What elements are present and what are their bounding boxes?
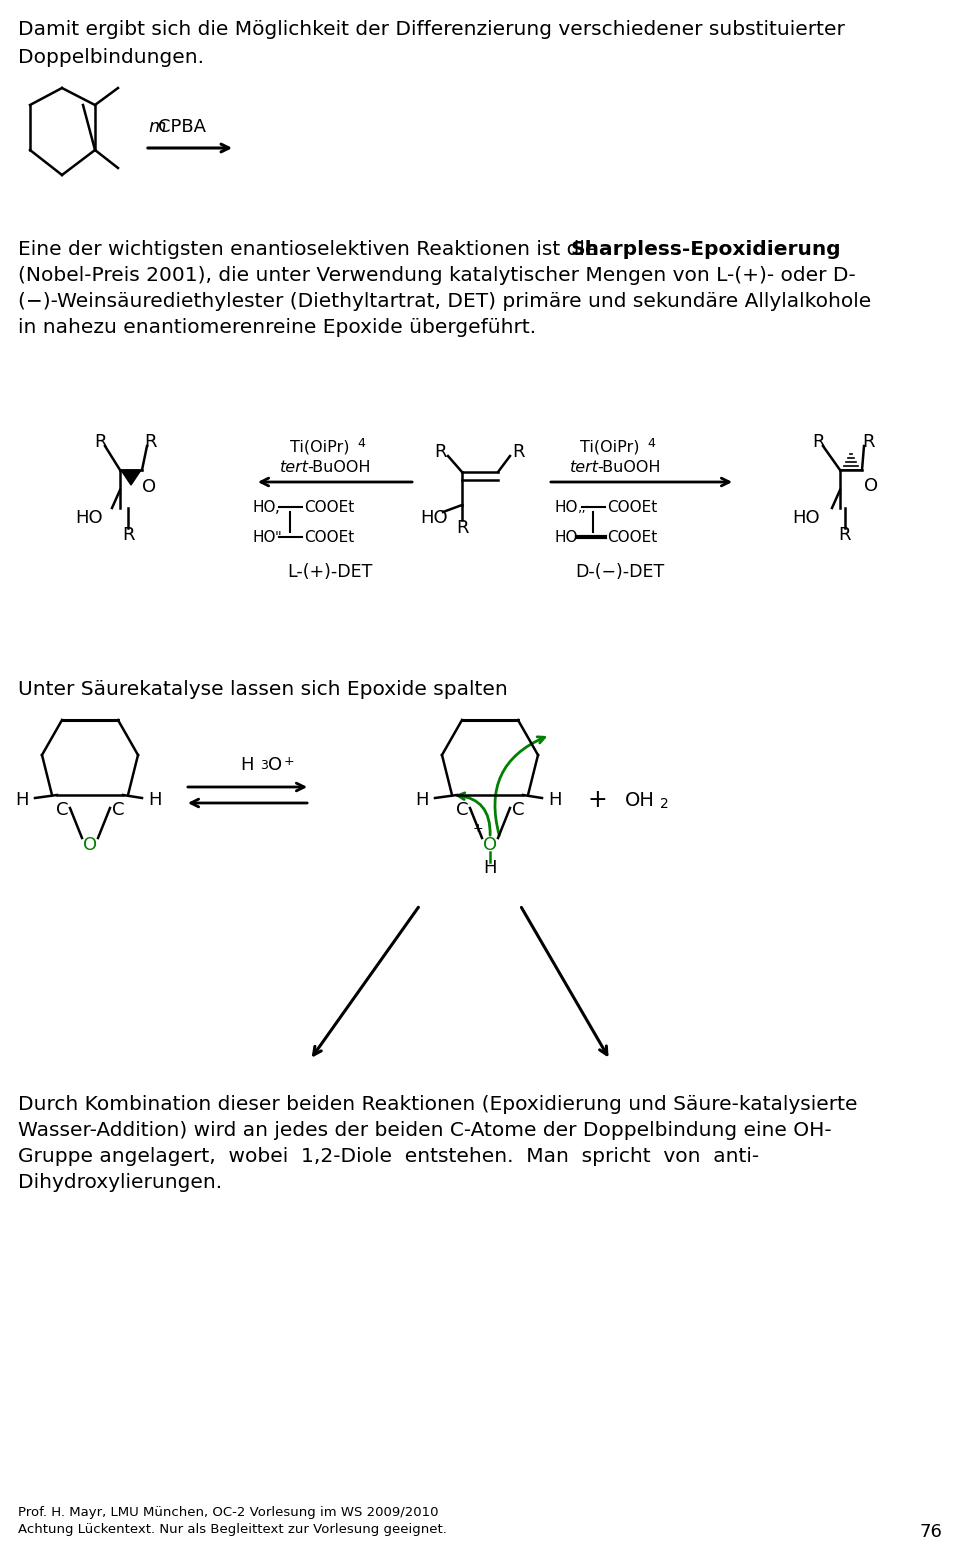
Text: Damit ergibt sich die Möglichkeit der Differenzierung verschiedener substituiert: Damit ergibt sich die Möglichkeit der Di…: [18, 20, 845, 39]
Text: Ti(OiPr): Ti(OiPr): [580, 439, 639, 455]
Text: C: C: [56, 801, 68, 818]
Text: Ti(OiPr): Ti(OiPr): [290, 439, 349, 455]
Text: C: C: [111, 801, 124, 818]
Text: COOEt: COOEt: [607, 499, 658, 515]
Text: CPBA: CPBA: [158, 119, 206, 136]
Text: Unter Säurekatalyse lassen sich Epoxide spalten: Unter Säurekatalyse lassen sich Epoxide …: [18, 680, 508, 700]
Text: H: H: [15, 791, 29, 809]
Text: HO: HO: [252, 499, 276, 515]
Text: Prof. H. Mayr, LMU München, OC-2 Vorlesung im WS 2009/2010: Prof. H. Mayr, LMU München, OC-2 Vorlesu…: [18, 1506, 439, 1519]
Text: '': '': [275, 530, 283, 544]
Text: Doppelbindungen.: Doppelbindungen.: [18, 48, 204, 66]
Text: tert: tert: [280, 459, 309, 475]
Text: 3: 3: [260, 758, 268, 772]
Text: L-(+)-DET: L-(+)-DET: [287, 562, 372, 581]
Text: R: R: [862, 433, 875, 452]
Text: O: O: [142, 478, 156, 496]
Text: HO: HO: [252, 530, 276, 544]
Text: R: R: [512, 442, 524, 461]
Text: +: +: [472, 821, 483, 835]
Text: R: R: [144, 433, 156, 452]
Text: H: H: [148, 791, 161, 809]
Text: ,,: ,,: [578, 499, 587, 515]
Text: H: H: [483, 858, 496, 877]
Text: HO: HO: [555, 499, 579, 515]
Text: R: R: [812, 433, 825, 452]
Text: (−)-Weinsäurediethylester (Diethyltartrat, DET) primäre und sekundäre Allylalkoh: (−)-Weinsäurediethylester (Diethyltartra…: [18, 291, 872, 311]
Text: R: R: [434, 442, 446, 461]
Text: (Nobel-Preis 2001), die unter Verwendung katalytischer Mengen von L-(+)- oder D-: (Nobel-Preis 2001), die unter Verwendung…: [18, 267, 855, 285]
Text: Durch Kombination dieser beiden Reaktionen (Epoxidierung und Säure-katalysierte: Durch Kombination dieser beiden Reaktion…: [18, 1096, 857, 1114]
Text: Dihydroxylierungen.: Dihydroxylierungen.: [18, 1173, 222, 1193]
Text: COOEt: COOEt: [304, 499, 354, 515]
Text: 2: 2: [660, 797, 669, 811]
Text: HO: HO: [792, 509, 820, 527]
Text: O: O: [483, 837, 497, 854]
FancyArrowPatch shape: [458, 794, 491, 835]
Text: +: +: [284, 755, 295, 767]
Text: H: H: [240, 757, 253, 774]
Text: HO: HO: [420, 509, 447, 527]
Text: ,: ,: [275, 499, 280, 515]
Text: Sharpless-Epoxidierung: Sharpless-Epoxidierung: [570, 240, 841, 259]
Text: O: O: [83, 837, 97, 854]
Text: Achtung Lückentext. Nur als Begleittext zur Vorlesung geeignet.: Achtung Lückentext. Nur als Begleittext …: [18, 1523, 446, 1536]
Text: R: R: [94, 433, 107, 452]
Text: OH: OH: [625, 791, 655, 809]
Text: m: m: [148, 119, 165, 136]
Text: D-(−)-DET: D-(−)-DET: [575, 562, 664, 581]
Text: Wasser-Addition) wird an jedes der beiden C-Atome der Doppelbindung eine OH-: Wasser-Addition) wird an jedes der beide…: [18, 1120, 831, 1140]
FancyArrowPatch shape: [495, 737, 544, 835]
Text: +: +: [588, 787, 607, 812]
Text: 76: 76: [919, 1523, 942, 1541]
Text: O: O: [864, 478, 878, 495]
Text: Eine der wichtigsten enantioselektiven Reaktionen ist die: Eine der wichtigsten enantioselektiven R…: [18, 240, 604, 259]
Text: -BuOOH: -BuOOH: [307, 459, 371, 475]
Text: H: H: [548, 791, 562, 809]
Text: COOEt: COOEt: [304, 530, 354, 544]
Text: tert: tert: [570, 459, 599, 475]
Text: COOEt: COOEt: [607, 530, 658, 544]
Polygon shape: [121, 470, 141, 485]
Text: R: R: [456, 519, 468, 536]
Text: 4: 4: [357, 436, 365, 450]
Text: O: O: [268, 757, 282, 774]
Text: 4: 4: [647, 436, 655, 450]
Text: R: R: [122, 525, 134, 544]
Text: -BuOOH: -BuOOH: [597, 459, 660, 475]
Text: H: H: [416, 791, 429, 809]
Text: R: R: [839, 525, 852, 544]
Text: C: C: [456, 801, 468, 818]
Text: Gruppe angelagert,  wobei  1,2-Diole  entstehen.  Man  spricht  von  anti-: Gruppe angelagert, wobei 1,2-Diole entst…: [18, 1147, 759, 1167]
Text: in nahezu enantiomerenreine Epoxide übergeführt.: in nahezu enantiomerenreine Epoxide über…: [18, 317, 536, 337]
Text: HO: HO: [75, 509, 103, 527]
Text: HO: HO: [555, 530, 579, 544]
Text: C: C: [512, 801, 524, 818]
